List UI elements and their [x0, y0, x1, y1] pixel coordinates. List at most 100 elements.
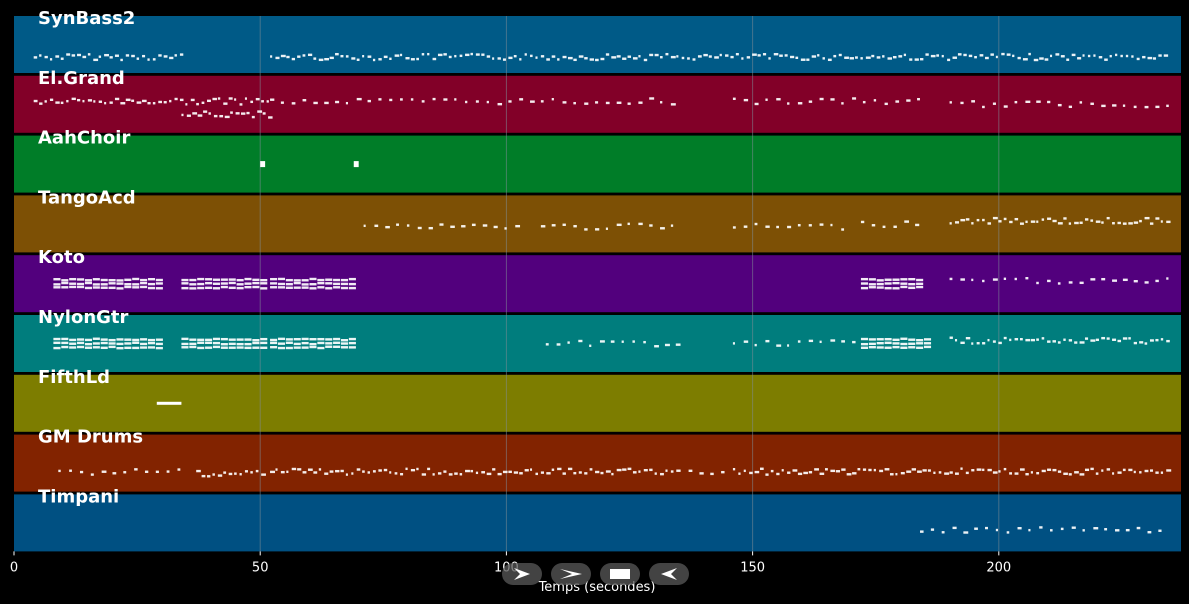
note	[459, 54, 463, 58]
note	[584, 102, 589, 105]
note	[101, 470, 107, 473]
note	[261, 473, 266, 476]
note	[158, 100, 162, 104]
note	[465, 100, 468, 104]
note	[132, 283, 140, 286]
note	[356, 468, 361, 471]
note-group	[540, 222, 674, 231]
note	[776, 472, 780, 476]
note	[800, 58, 806, 61]
note	[803, 471, 808, 475]
note	[557, 467, 562, 471]
note	[944, 472, 950, 475]
note	[1030, 471, 1033, 474]
note	[108, 342, 116, 345]
note	[197, 341, 205, 344]
note	[1057, 341, 1061, 344]
note	[968, 54, 973, 58]
note	[808, 224, 812, 227]
stop-button[interactable]	[600, 563, 640, 585]
note	[992, 278, 998, 281]
note	[797, 472, 803, 476]
note	[196, 102, 199, 106]
note	[405, 57, 410, 60]
note	[1077, 57, 1082, 60]
track-lane	[14, 434, 1181, 492]
note	[378, 58, 382, 61]
note	[131, 99, 135, 102]
note	[515, 224, 521, 228]
note	[710, 472, 714, 476]
note	[201, 101, 205, 104]
note	[1163, 54, 1169, 57]
note	[1144, 281, 1149, 284]
rewind-button[interactable]	[649, 563, 689, 585]
note	[189, 338, 197, 341]
note	[787, 344, 790, 347]
note	[987, 222, 992, 225]
note	[1036, 220, 1039, 223]
note	[884, 282, 892, 285]
note	[1025, 473, 1029, 476]
note	[270, 286, 278, 289]
note	[1014, 100, 1018, 104]
note	[987, 338, 990, 342]
note	[140, 278, 148, 282]
note	[819, 97, 824, 101]
note	[108, 279, 116, 282]
note-group	[260, 161, 266, 168]
fast-forward-button[interactable]	[551, 563, 591, 585]
note	[1036, 471, 1040, 475]
note	[486, 100, 489, 104]
note	[348, 341, 356, 345]
note	[660, 101, 663, 104]
note	[236, 346, 244, 349]
note	[838, 53, 842, 57]
note	[255, 469, 259, 473]
note	[995, 55, 998, 59]
note	[841, 340, 845, 343]
note	[181, 113, 184, 117]
note-group	[33, 97, 269, 106]
note	[915, 223, 920, 227]
note	[770, 469, 774, 473]
note	[551, 55, 556, 58]
note	[417, 226, 422, 230]
track-lane	[14, 374, 1181, 432]
note	[765, 98, 768, 101]
note	[982, 468, 985, 472]
note	[610, 340, 615, 343]
note	[992, 340, 996, 343]
note	[611, 56, 617, 59]
play-button[interactable]	[502, 563, 542, 585]
note	[293, 346, 301, 349]
rewind-icon	[661, 568, 677, 580]
note	[297, 468, 302, 471]
note	[917, 97, 920, 101]
note	[285, 338, 293, 341]
note	[605, 227, 608, 230]
note	[228, 278, 236, 281]
note	[147, 346, 156, 349]
note	[203, 110, 208, 113]
note	[1006, 531, 1010, 534]
note	[421, 53, 425, 56]
note	[954, 472, 959, 475]
note	[649, 468, 653, 472]
note-group	[181, 277, 268, 290]
note	[260, 341, 268, 345]
note	[325, 338, 333, 341]
note	[44, 55, 48, 59]
note	[212, 278, 221, 281]
note	[754, 470, 760, 474]
note	[676, 469, 681, 472]
note	[329, 56, 334, 60]
note	[670, 103, 676, 106]
note	[244, 277, 252, 281]
note	[906, 99, 911, 102]
note	[333, 286, 341, 289]
note-group	[270, 337, 356, 350]
note	[400, 53, 403, 57]
note	[1133, 470, 1136, 474]
note	[340, 282, 349, 286]
